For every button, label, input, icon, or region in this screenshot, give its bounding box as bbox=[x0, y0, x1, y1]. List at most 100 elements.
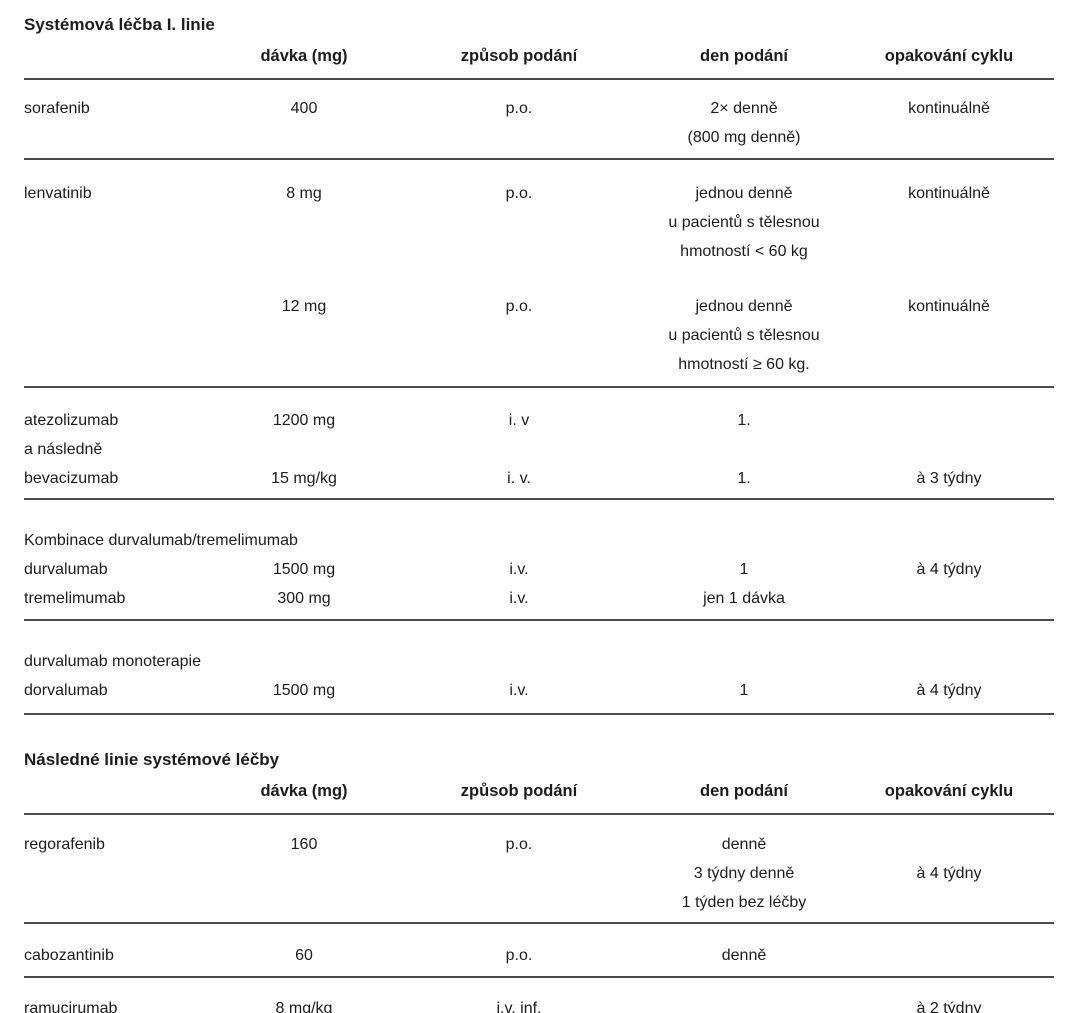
drug-name-cell: a následně bbox=[24, 441, 103, 458]
drug-name-cell: tremelimumab bbox=[24, 584, 214, 621]
table-header-row: dávka (mg) způsob podání den podání opak… bbox=[24, 44, 1054, 80]
route-cell: p.o. bbox=[394, 923, 644, 978]
route-cell: p.o. bbox=[505, 185, 533, 202]
day-line: jednou denně bbox=[695, 185, 793, 202]
column-header-route: způsob podání bbox=[394, 44, 644, 80]
drug-name-cell: sorafenib bbox=[24, 79, 214, 160]
column-header-day: den podání bbox=[644, 779, 844, 815]
table-row-atezolizumab: atezolizumab 1200 mg i. v 1. bbox=[24, 387, 1054, 435]
cycle-cell: à 4 týdny bbox=[844, 676, 1054, 715]
day-line: u pacientů s tělesnou bbox=[668, 327, 820, 344]
day-cell: jen 1 dávka bbox=[644, 584, 844, 621]
table-row-ramucirumab: ramucirumab 8 mg/kg i.v. inf. à 2 týdny bbox=[24, 977, 1054, 1013]
cycle-value: à 4 týdny bbox=[916, 865, 982, 882]
drug-name-cell: cabozantinib bbox=[24, 923, 214, 978]
column-header-cycle: opakování cyklu bbox=[844, 779, 1054, 815]
drug-name-cell bbox=[24, 292, 214, 388]
day-cell bbox=[644, 977, 844, 1013]
column-header-drug bbox=[24, 779, 214, 815]
day-line: (800 mg denně) bbox=[687, 129, 801, 146]
table-row-sorafenib: sorafenib 400 p.o. 2× denně (800 mg denn… bbox=[24, 79, 1054, 160]
route-cell: p.o. bbox=[394, 292, 644, 388]
day-line: u pacientů s tělesnou bbox=[668, 214, 820, 231]
cycle-cell bbox=[844, 584, 1054, 621]
group-label: durvalumab monoterapie bbox=[24, 653, 201, 670]
day-line: denně bbox=[721, 836, 767, 853]
group-label: Kombinace durvalumab/tremelimumab bbox=[24, 532, 298, 549]
dose-cell: 15 mg/kg bbox=[214, 464, 394, 500]
dose-cell: 1200 mg bbox=[272, 412, 336, 429]
dose-cell: 300 mg bbox=[214, 584, 394, 621]
dose-cell: 8 mg bbox=[286, 185, 322, 202]
section-title-first-line-therapy: Systémová léčba I. linie bbox=[24, 15, 215, 34]
column-header-dose: dávka (mg) bbox=[214, 779, 394, 815]
table-row-regorafenib: regorafenib 160 p.o. denně 3 týdny denně… bbox=[24, 814, 1054, 924]
cycle-cell: kontinuálně bbox=[908, 185, 990, 202]
day-cell: denně bbox=[644, 923, 844, 978]
table-row-lenvatinib-8mg: lenvatinib 8 mg p.o. jednou denně u paci… bbox=[24, 159, 1054, 292]
column-header-route: způsob podání bbox=[394, 779, 644, 815]
day-line: 2× denně bbox=[710, 100, 778, 117]
column-header-drug bbox=[24, 44, 214, 80]
table-row-dorvalumab: dorvalumab 1500 mg i.v. 1 à 4 týdny bbox=[24, 676, 1054, 715]
cycle-cell bbox=[844, 923, 1054, 978]
route-cell: i.v. bbox=[509, 561, 529, 578]
table-row-tremelimumab: tremelimumab 300 mg i.v. jen 1 dávka bbox=[24, 584, 1054, 621]
day-cell: 1 bbox=[644, 676, 844, 715]
cycle-cell: kontinuálně bbox=[844, 79, 1054, 160]
day-cell: 1. bbox=[737, 412, 751, 429]
day-cell: 2× denně (800 mg denně) bbox=[644, 79, 844, 160]
route-cell: i.v. bbox=[394, 584, 644, 621]
drug-name-cell: ramucirumab bbox=[24, 977, 214, 1013]
route-cell: i.v. inf. bbox=[394, 977, 644, 1013]
table-row-durvalumab: durvalumab 1500 mg i.v. 1 à 4 týdny bbox=[24, 555, 1054, 584]
dose-cell: 1500 mg bbox=[214, 676, 394, 715]
section-title-subsequent-lines: Následné linie systémové léčby bbox=[24, 750, 280, 769]
cycle-cell: à 3 týdny bbox=[844, 464, 1054, 500]
cycle-cell: à 4 týdny bbox=[916, 561, 982, 578]
dose-cell: 400 bbox=[214, 79, 394, 160]
table-header-row: dávka (mg) způsob podání den podání opak… bbox=[24, 779, 1054, 815]
drug-name-cell: dorvalumab bbox=[24, 676, 214, 715]
route-cell: p.o. bbox=[394, 79, 644, 160]
drug-name-cell: regorafenib bbox=[24, 814, 214, 924]
drug-name-cell: durvalumab bbox=[24, 561, 108, 578]
route-cell: i. v. bbox=[394, 464, 644, 500]
dose-cell: 8 mg/kg bbox=[214, 977, 394, 1013]
column-header-dose: dávka (mg) bbox=[214, 44, 394, 80]
dose-cell: 160 bbox=[214, 814, 394, 924]
dose-cell: 1500 mg bbox=[272, 561, 336, 578]
drug-name-cell: bevacizumab bbox=[24, 464, 214, 500]
day-cell: jednou denně u pacientů s tělesnou hmotn… bbox=[644, 159, 844, 292]
route-cell: p.o. bbox=[394, 814, 644, 924]
table-row-lenvatinib-12mg: 12 mg p.o. jednou denně u pacientů s těl… bbox=[24, 292, 1054, 388]
table-group-row-kombinace: Kombinace durvalumab/tremelimumab bbox=[24, 499, 1054, 555]
table-group-row-monoterapie: durvalumab monoterapie bbox=[24, 620, 1054, 676]
drug-name-cell: atezolizumab bbox=[24, 412, 119, 429]
day-line: hmotností ≥ 60 kg. bbox=[678, 356, 810, 373]
route-cell: i. v bbox=[508, 412, 530, 429]
drug-name-cell: lenvatinib bbox=[24, 185, 92, 202]
column-header-cycle: opakování cyklu bbox=[844, 44, 1054, 80]
table-row-bevacizumab: bevacizumab 15 mg/kg i. v. 1. à 3 týdny bbox=[24, 464, 1054, 500]
treatment-table-first-line: dávka (mg) způsob podání den podání opak… bbox=[24, 44, 1054, 715]
day-cell: 1 bbox=[739, 561, 749, 578]
cycle-cell: à 2 týdny bbox=[844, 977, 1054, 1013]
day-line: 3 týdny denně bbox=[693, 865, 795, 882]
day-cell: 1. bbox=[644, 464, 844, 500]
cycle-cell bbox=[844, 387, 1054, 435]
day-line: 1 týden bez léčby bbox=[681, 894, 807, 911]
cycle-cell: kontinuálně bbox=[844, 292, 1054, 388]
treatment-table-subsequent-lines: dávka (mg) způsob podání den podání opak… bbox=[24, 779, 1054, 1013]
column-header-day: den podání bbox=[644, 44, 844, 80]
day-cell: jednou denně u pacientů s tělesnou hmotn… bbox=[644, 292, 844, 388]
day-line: hmotností < 60 kg bbox=[680, 243, 808, 260]
cycle-cell: à 4 týdny bbox=[844, 814, 1054, 924]
table-row-cabozantinib: cabozantinib 60 p.o. denně bbox=[24, 923, 1054, 978]
day-line: jednou denně bbox=[695, 298, 793, 315]
dose-cell: 60 bbox=[214, 923, 394, 978]
table-row-a-nasledne: a následně bbox=[24, 435, 1054, 464]
route-cell: i.v. bbox=[394, 676, 644, 715]
dose-cell: 12 mg bbox=[214, 292, 394, 388]
